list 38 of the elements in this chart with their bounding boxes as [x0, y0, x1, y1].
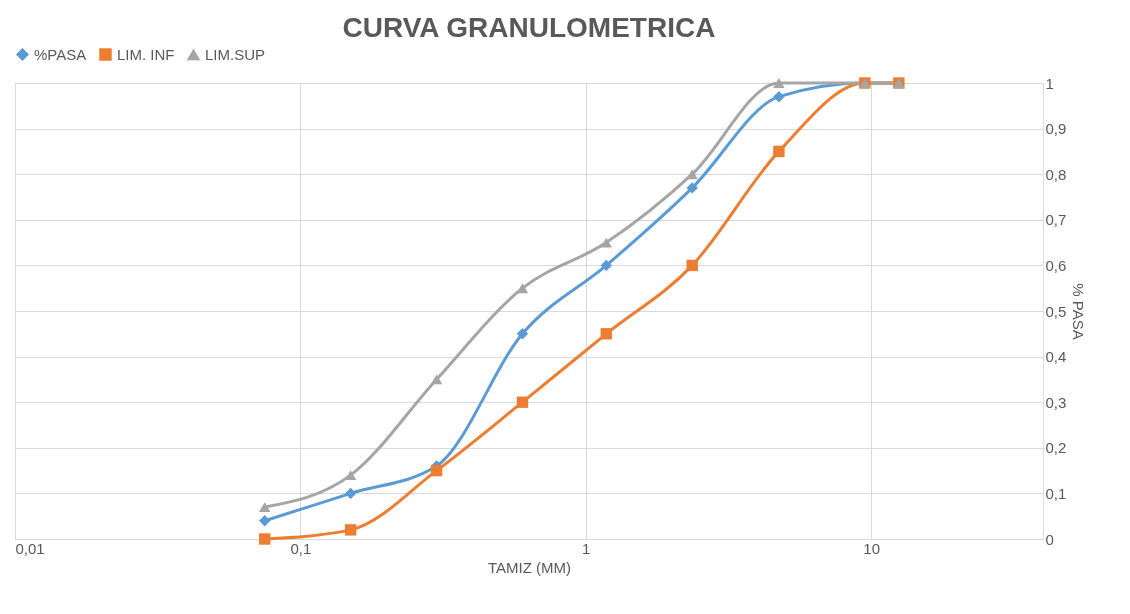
x-axis-title: TAMIZ (MM) — [487, 558, 572, 576]
point — [773, 145, 785, 158]
y-tick-label: 0,6 — [1045, 256, 1067, 274]
point — [430, 464, 443, 477]
point — [344, 524, 357, 536]
point — [516, 396, 529, 408]
point — [259, 515, 271, 527]
y-tick-label: 0 — [1045, 530, 1054, 548]
point — [686, 182, 698, 194]
legend-label: LIM.SUP — [205, 45, 266, 63]
point — [516, 328, 529, 340]
point — [773, 78, 785, 88]
y-tick-label: 0,3 — [1045, 393, 1067, 411]
legend-label: LIM. INF — [117, 45, 175, 63]
y-tick-label: 0,8 — [1045, 165, 1067, 183]
x-tick-label: 0,1 — [290, 539, 312, 557]
y-tick-label: 1 — [1045, 74, 1054, 92]
x-tick-label: 10 — [863, 539, 881, 557]
point — [600, 237, 612, 248]
y-tick-label: 0,2 — [1045, 439, 1067, 457]
y-tick-label: 0,1 — [1045, 484, 1067, 502]
point — [686, 259, 698, 272]
x-tick-label: 0,01 — [15, 539, 45, 557]
x-tick-label: 1 — [582, 539, 591, 557]
y-axis-title: % PASA — [1070, 283, 1088, 340]
y-tick-label: 0,9 — [1045, 120, 1067, 138]
y-tick-label: 0,4 — [1045, 348, 1067, 366]
y-tick-label: 0,7 — [1045, 211, 1067, 229]
legend-label: %PASA — [34, 45, 87, 63]
point — [430, 374, 443, 385]
point — [259, 502, 271, 513]
chart-title: CURVA GRANULOMETRICA — [342, 12, 716, 43]
point — [344, 487, 357, 500]
point — [600, 259, 612, 272]
point — [773, 90, 785, 103]
point — [259, 533, 271, 545]
point — [600, 328, 612, 340]
y-tick-label: 0,5 — [1045, 302, 1067, 320]
